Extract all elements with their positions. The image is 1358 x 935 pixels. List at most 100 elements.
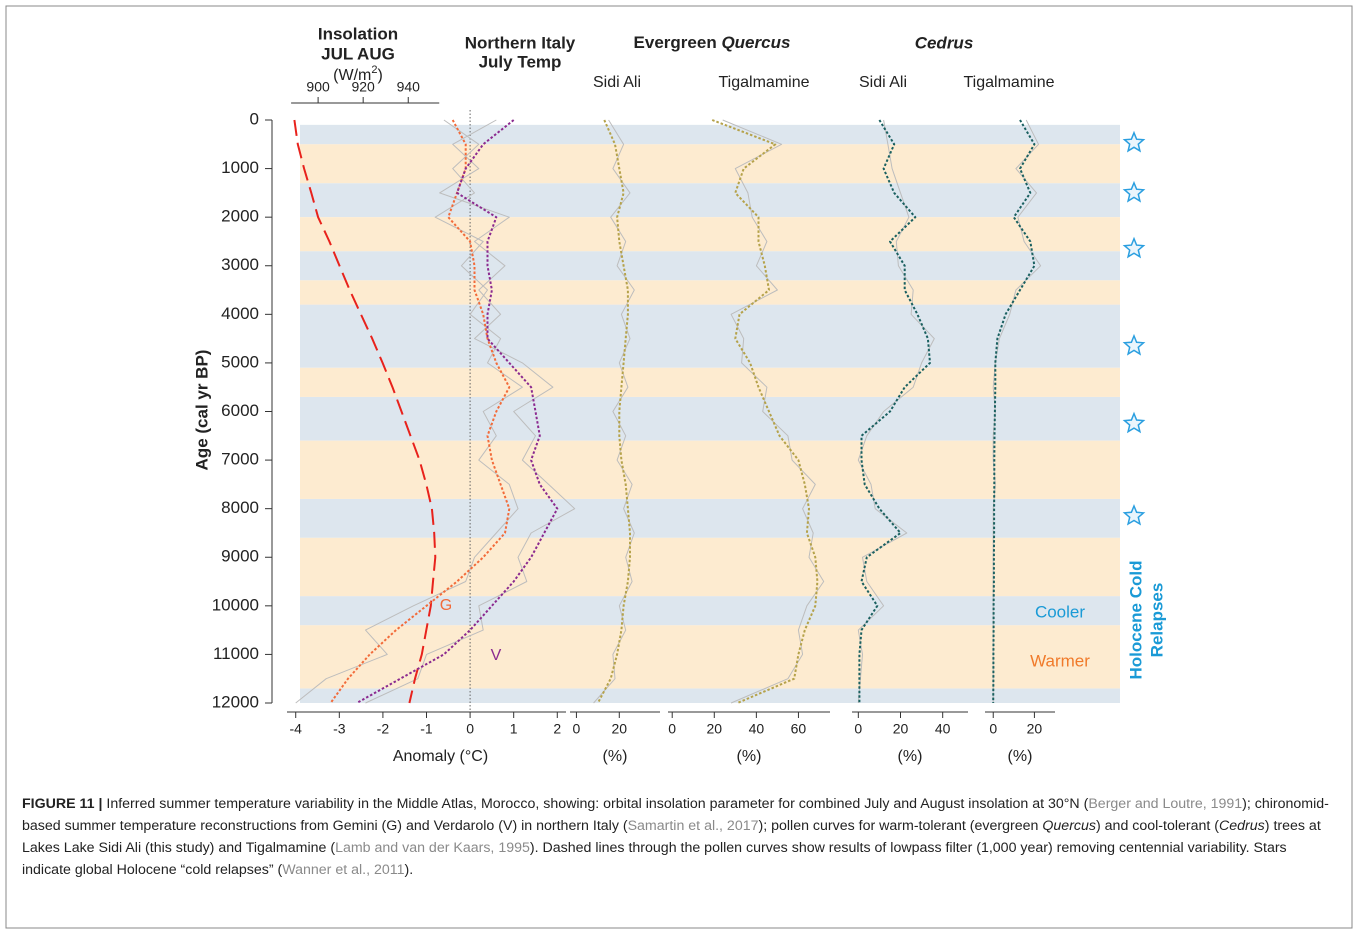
cooler-band: [300, 396, 1120, 441]
star: [1122, 504, 1146, 526]
x-axis-label: (%): [737, 748, 762, 765]
warmer-band: [300, 217, 1120, 252]
group-title-part: Evergreen: [634, 33, 717, 52]
group-title-part: Quercus: [721, 33, 790, 52]
x-axis-label: (%): [603, 748, 628, 765]
cooler-band: [300, 688, 1120, 703]
panel-title: Northern Italy: [465, 33, 576, 52]
series-line: [293, 119, 437, 704]
y-tick-label: 10000: [212, 595, 259, 614]
star: [1122, 236, 1146, 259]
x-tick-label: 20: [611, 721, 627, 737]
warmer-band: [300, 144, 1120, 184]
warmer-band: [300, 537, 1120, 597]
series-line: [329, 119, 511, 704]
x-tick-label: 0: [668, 721, 676, 737]
y-tick-label: 3000: [221, 255, 259, 274]
caption-cite[interactable]: Berger and Loutre, 1991: [1088, 796, 1243, 812]
x-tick-label: 20: [893, 721, 909, 737]
x-tick-label: -2: [377, 721, 390, 737]
caption-italic: Quercus: [1042, 818, 1096, 834]
caption-plain: ) trees at Lakes Lake Sidi Ali (this stu…: [22, 818, 1321, 856]
x2-tick-label: 920: [351, 79, 375, 95]
x-tick-label: 0: [989, 721, 997, 737]
legend-title: Relapses: [1147, 583, 1166, 658]
star: [1122, 411, 1146, 434]
warmer-band: [300, 367, 1120, 397]
axis-label-part: ): [378, 67, 383, 84]
x-tick-label: 40: [749, 721, 765, 737]
caption: FIGURE 11 | Inferred summer temperature …: [22, 793, 1334, 881]
cooler-band: [300, 304, 1120, 368]
legend-warmer: Warmer: [1030, 651, 1090, 670]
x-tick-label: 40: [935, 721, 951, 737]
star: [1122, 180, 1146, 203]
x-tick-label: -1: [420, 721, 433, 737]
cooler-band: [300, 251, 1120, 281]
raw-line: [365, 119, 576, 704]
panel-title: JUL AUG: [321, 44, 395, 63]
raw-line: [295, 119, 523, 704]
y-tick-label: 1000: [221, 158, 259, 177]
series-line: [711, 119, 819, 704]
y-tick-label: 12000: [212, 692, 259, 711]
y-tick-label: 11000: [213, 644, 259, 663]
x-tick-label: 20: [1027, 721, 1043, 737]
caption-plain: ).: [404, 862, 414, 878]
x-axis-label: Anomaly (°C): [393, 748, 488, 765]
caption-cite[interactable]: Samartin et al., 2017: [627, 818, 759, 834]
frame: [5, 5, 1353, 929]
x-tick-label: 20: [706, 721, 722, 737]
warmer-band: [300, 625, 1120, 689]
y-tick-label: 4000: [221, 304, 259, 323]
axis-label-part: (W/m: [333, 67, 371, 84]
caption-plain: Inferred summer temperature variability …: [102, 796, 1089, 812]
panel-subtitle: Tigalmamine: [719, 74, 810, 91]
x2-tick-label: 940: [397, 79, 421, 95]
cooler-band: [300, 596, 1120, 626]
warmer-band: [300, 280, 1120, 305]
x2-tick-label: 900: [306, 79, 330, 95]
caption-plain: ); chironomid-based summer temperature r…: [22, 796, 1329, 834]
raw-line: [593, 119, 635, 704]
group-title: Evergreen Quercus: [634, 33, 791, 52]
cooler-band: [300, 124, 1120, 145]
x-tick-label: -4: [289, 721, 302, 737]
x-tick-label: -3: [333, 721, 346, 737]
y-tick-label: 6000: [221, 401, 259, 420]
raw-line: [722, 119, 825, 704]
cooler-band: [300, 183, 1120, 218]
y-tick-label: 7000: [221, 450, 259, 469]
caption-plain: ) and cool-tolerant (: [1096, 818, 1220, 834]
series-line: [992, 119, 1036, 704]
axis-label: (W/m2): [333, 64, 383, 84]
panel-title: Insolation: [318, 24, 398, 43]
panel-subtitle: Tigalmamine: [964, 74, 1055, 91]
y-axis-label: Age (cal yr BP): [192, 350, 211, 471]
legend-cooler: Cooler: [1035, 602, 1085, 621]
y-tick-label: 9000: [221, 547, 259, 566]
x-tick-label: 0: [854, 721, 862, 737]
x-tick-label: 0: [573, 721, 581, 737]
y-tick-label: 8000: [221, 498, 259, 517]
caption-cite[interactable]: Lamb and van der Kaars, 1995: [335, 840, 530, 856]
series-line: [597, 119, 631, 704]
x-axis-label: (%): [1008, 748, 1033, 765]
panel-subtitle: Sidi Ali: [859, 74, 907, 91]
raw-line: [857, 119, 935, 704]
series-label: G: [440, 597, 452, 614]
panel-subtitle: Sidi Ali: [593, 74, 641, 91]
series-line: [858, 119, 931, 703]
panel-title: July Temp: [479, 52, 562, 71]
warmer-band: [300, 440, 1120, 499]
x-tick-label: 60: [791, 721, 807, 737]
caption-plain: ). Dashed lines through the pollen curve…: [22, 840, 1287, 878]
y-tick-label: 2000: [221, 207, 259, 226]
series-label: V: [491, 647, 502, 664]
x-axis-label: (%): [898, 748, 923, 765]
x-tick-label: 2: [553, 721, 561, 737]
cooler-band: [300, 498, 1120, 538]
caption-cite[interactable]: Wanner et al., 2011: [282, 862, 405, 878]
group-title: Cedrus: [915, 33, 974, 52]
